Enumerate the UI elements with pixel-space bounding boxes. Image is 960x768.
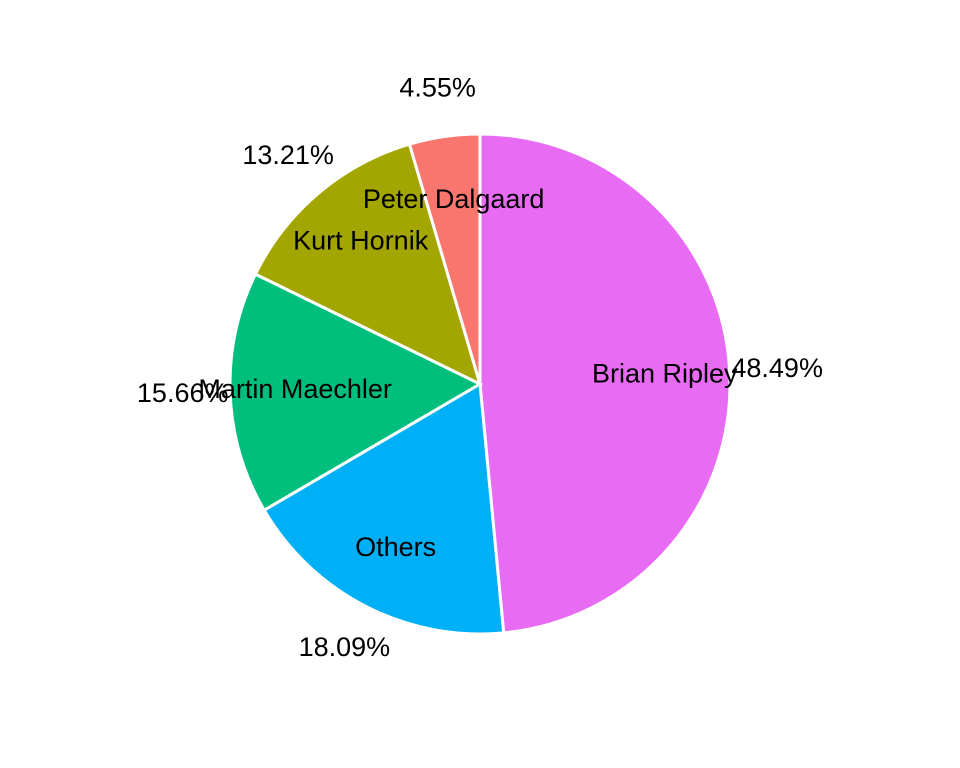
pie-slice [407,132,482,385]
percent-label: 15.66% [137,378,229,408]
slice-label: Peter Dalgaard [363,184,545,214]
pie-slice [228,272,484,513]
pie-slices [228,132,732,636]
slice-label: Others [355,532,436,562]
percent-label: 48.49% [731,353,823,383]
percent-label: 13.21% [242,140,334,170]
pie-slice [253,142,483,387]
slice-label: Brian Ripley [592,358,738,388]
slice-label: Kurt Hornik [293,226,429,256]
percent-label: 4.55% [399,73,476,103]
pie-slice [262,381,506,636]
pie-slice [478,132,732,635]
slice-label: Martin Maechler [198,374,392,404]
percent-label: 18.09% [299,632,391,662]
